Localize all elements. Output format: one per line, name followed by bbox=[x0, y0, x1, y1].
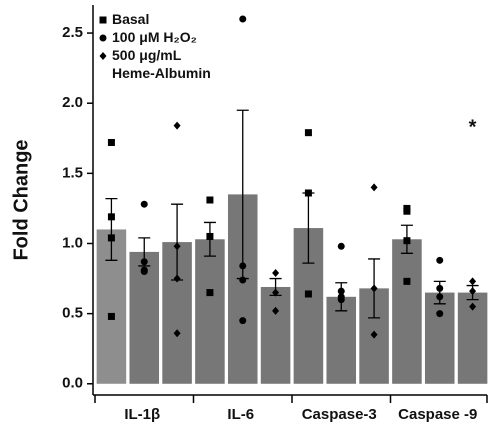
y-tick-label: 1.5 bbox=[62, 164, 83, 181]
y-axis-label: Fold Change bbox=[10, 139, 32, 260]
legend-marker bbox=[99, 16, 107, 24]
x-tick-label: IL-1β bbox=[124, 406, 160, 423]
data-point bbox=[239, 15, 247, 23]
data-point bbox=[469, 277, 477, 286]
y-tick-label: 0.5 bbox=[62, 305, 83, 322]
data-point bbox=[140, 200, 148, 208]
data-point bbox=[206, 196, 214, 204]
data-point bbox=[436, 284, 444, 292]
data-point bbox=[370, 284, 378, 293]
legend-label: 500 μg/mL Heme-Albumin bbox=[112, 47, 211, 81]
data-point bbox=[304, 290, 312, 298]
data-point bbox=[436, 256, 444, 264]
data-point bbox=[337, 242, 345, 250]
data-point bbox=[107, 312, 115, 320]
data-point bbox=[239, 262, 247, 270]
data-point bbox=[304, 189, 312, 197]
legend-label: 100 μM H₂O₂ bbox=[112, 29, 197, 45]
data-point bbox=[403, 207, 411, 215]
annotation: * bbox=[469, 117, 477, 139]
data-point bbox=[436, 293, 444, 301]
data-point bbox=[403, 237, 411, 245]
data-point bbox=[337, 296, 345, 304]
data-point bbox=[206, 232, 214, 240]
data-point bbox=[140, 268, 148, 276]
data-point bbox=[272, 268, 280, 277]
data-point bbox=[403, 277, 411, 285]
data-point bbox=[107, 213, 115, 221]
x-tick-label: Caspase -9 bbox=[398, 406, 477, 423]
legend-label: Basal bbox=[112, 11, 149, 27]
data-point bbox=[107, 234, 115, 242]
y-tick-label: 2.0 bbox=[62, 94, 83, 111]
data-point bbox=[239, 276, 247, 284]
x-tick-label: Caspase-3 bbox=[302, 406, 377, 423]
data-point bbox=[206, 289, 214, 297]
bar bbox=[392, 239, 422, 384]
bar bbox=[195, 239, 225, 384]
data-point bbox=[469, 302, 477, 311]
y-tick-label: 0.0 bbox=[62, 375, 83, 392]
legend-marker bbox=[99, 52, 107, 60]
legend-marker bbox=[99, 34, 107, 42]
data-point bbox=[173, 329, 181, 338]
bar bbox=[424, 292, 455, 384]
bar bbox=[260, 286, 291, 384]
data-point bbox=[107, 138, 115, 146]
error-bar bbox=[105, 197, 118, 261]
data-point bbox=[239, 317, 247, 325]
data-point bbox=[140, 258, 148, 266]
data-point bbox=[173, 121, 181, 130]
y-tick-label: 1.0 bbox=[62, 234, 83, 251]
y-tick-label: 2.5 bbox=[62, 24, 83, 41]
data-point bbox=[469, 287, 477, 296]
data-point bbox=[304, 129, 312, 137]
data-point bbox=[337, 287, 345, 295]
data-point bbox=[370, 330, 378, 339]
data-point bbox=[370, 183, 378, 192]
data-point bbox=[272, 306, 280, 315]
data-point bbox=[272, 288, 280, 297]
data-point bbox=[173, 242, 181, 251]
x-tick-label: IL-6 bbox=[227, 406, 254, 423]
data-point bbox=[436, 310, 444, 318]
data-point bbox=[173, 274, 181, 283]
